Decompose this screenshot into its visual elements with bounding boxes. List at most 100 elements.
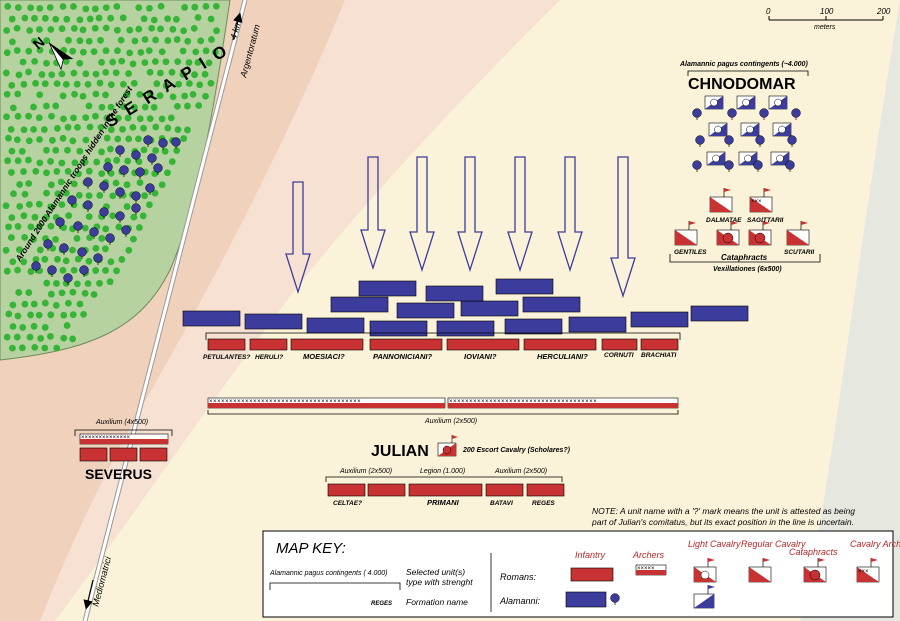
tree <box>41 344 49 352</box>
second-line-bracket <box>207 410 679 415</box>
reserve-label-primani: PRIMANI <box>427 498 460 507</box>
tree <box>71 90 78 98</box>
tree <box>158 48 166 56</box>
tree <box>73 280 81 288</box>
scale-unit: meters <box>814 24 836 31</box>
tree <box>184 37 192 45</box>
tree <box>54 125 61 132</box>
tree <box>31 343 39 351</box>
tree <box>150 103 158 111</box>
forest-trees <box>2 2 220 352</box>
tree <box>35 200 43 208</box>
cavalry-icon-dot <box>742 98 750 107</box>
julian-escort-label: 200 Escort Cavalry (Scholares?) <box>462 447 571 454</box>
tree <box>98 170 106 178</box>
tree <box>15 289 23 296</box>
tree <box>125 135 133 143</box>
tree <box>131 37 139 45</box>
tree <box>147 90 154 98</box>
tree <box>64 167 72 175</box>
troop-pin <box>47 265 57 275</box>
cavalry-fill <box>675 230 697 245</box>
tree <box>18 147 26 155</box>
tree <box>69 246 76 254</box>
tree <box>157 69 164 77</box>
tree <box>16 203 24 210</box>
tree <box>101 245 109 253</box>
tree <box>107 169 115 177</box>
tree <box>25 137 33 145</box>
tree <box>32 79 39 87</box>
tree <box>73 80 81 88</box>
tree <box>75 170 82 178</box>
road-north-arrow <box>232 12 243 41</box>
archer-marks: ×××××××××××××××××××××××××××××××××××××× <box>209 399 361 405</box>
key-sample-desc-1: Selected unit(s) <box>406 567 465 577</box>
alamanni-block-8 <box>690 305 749 322</box>
troop-pin <box>89 227 99 237</box>
tree <box>207 15 215 23</box>
tree <box>64 146 71 154</box>
front-label-cornuti: CORNUTI <box>604 352 634 359</box>
tree <box>174 126 182 134</box>
tree <box>43 189 50 197</box>
tree <box>62 189 70 197</box>
tree <box>8 15 16 23</box>
tree <box>146 68 154 76</box>
infantry-pin <box>695 135 705 145</box>
tree <box>21 14 29 22</box>
tree <box>119 80 127 88</box>
tree <box>36 46 44 54</box>
tree <box>146 4 153 12</box>
tree <box>13 47 21 54</box>
tree <box>16 181 24 188</box>
archer-line-fill-1 <box>448 403 678 408</box>
tree <box>9 323 17 330</box>
tree <box>47 158 54 165</box>
tree <box>190 24 198 32</box>
tree <box>96 279 103 287</box>
tree <box>85 257 93 265</box>
troop-pin <box>115 187 125 197</box>
tree <box>25 47 33 55</box>
tree <box>84 280 92 287</box>
tree <box>85 102 93 110</box>
vex-label-sagittarii: SAGITTARII <box>747 217 784 224</box>
tree <box>139 212 147 220</box>
tree <box>32 256 40 263</box>
tree <box>136 90 144 98</box>
tree <box>76 147 84 155</box>
tree <box>21 190 29 198</box>
tree <box>150 16 158 24</box>
tree <box>3 90 11 98</box>
tree <box>148 24 156 32</box>
archer-line-fill-0 <box>208 403 445 408</box>
tree <box>20 212 28 220</box>
tree <box>20 126 28 134</box>
flag <box>871 558 878 562</box>
tree <box>123 181 131 189</box>
tree <box>41 255 49 263</box>
tree <box>53 280 60 287</box>
tree <box>27 223 35 231</box>
tree <box>20 80 28 88</box>
key-col-archers: Archers <box>632 550 665 560</box>
tree <box>211 48 219 56</box>
tree <box>91 24 99 32</box>
road-south-arrow <box>83 579 94 610</box>
tree <box>80 310 87 318</box>
vex-caption: Vexillationes (6x500) <box>713 266 782 273</box>
tree <box>20 168 27 175</box>
cavalry-fill <box>787 230 809 245</box>
tree <box>184 126 191 134</box>
front-label-moesiaci: MOESIACI? <box>303 352 345 361</box>
alamanni-commander: CHNODOMAR <box>688 76 796 93</box>
tree <box>52 301 60 309</box>
tree <box>13 333 21 341</box>
scale-tick-100: 100 <box>820 7 834 16</box>
tree <box>59 3 67 10</box>
tree <box>82 114 90 121</box>
front-unit-2 <box>290 338 364 351</box>
second-line-caption: Auxilium (2x500) <box>424 418 477 425</box>
tree <box>102 91 109 99</box>
